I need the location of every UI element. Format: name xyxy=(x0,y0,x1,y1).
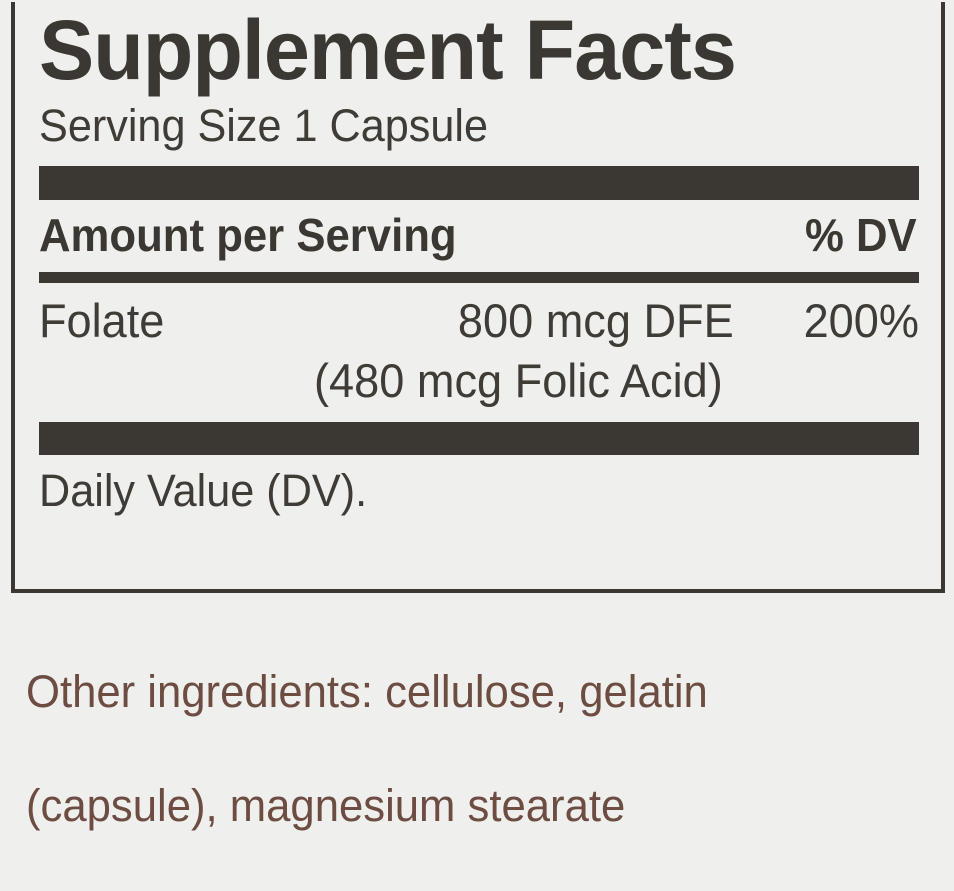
table-header-row: Amount per Serving % DV xyxy=(39,200,919,264)
other-ingredients-line-2: (capsule), magnesium stearate xyxy=(26,780,626,831)
thin-rule xyxy=(39,272,919,283)
nutrient-subtext-row: (480 mcg Folic Acid) xyxy=(39,349,919,409)
column-header-amount-per-serving: Amount per Serving xyxy=(39,209,457,261)
supplement-facts-panel: Supplement Facts Serving Size 1 Capsule … xyxy=(11,2,945,593)
other-ingredients-line-1: Other ingredients: cellulose, gelatin xyxy=(26,666,708,717)
daily-value-footnote: Daily Value (DV). xyxy=(39,465,368,516)
thick-rule-top xyxy=(39,166,919,200)
other-ingredients-block: Other ingredients: cellulose, gelatin (c… xyxy=(26,606,926,891)
thick-rule-bottom xyxy=(39,422,919,455)
supplement-facts-label: Supplement Facts Serving Size 1 Capsule … xyxy=(11,2,945,831)
nutrient-percent-dv: 200% xyxy=(803,294,919,347)
nutrient-subtext: (480 mcg Folic Acid) xyxy=(314,354,723,407)
column-header-percent-dv: % DV xyxy=(805,209,918,261)
serving-size-text: Serving Size 1 Capsule xyxy=(39,100,489,151)
page-title: Supplement Facts xyxy=(39,3,737,97)
nutrient-amount: 800 mcg DFE xyxy=(457,294,734,347)
table-row: Folate 800 mcg DFE 200% xyxy=(39,283,919,349)
nutrient-name: Folate xyxy=(39,294,165,347)
